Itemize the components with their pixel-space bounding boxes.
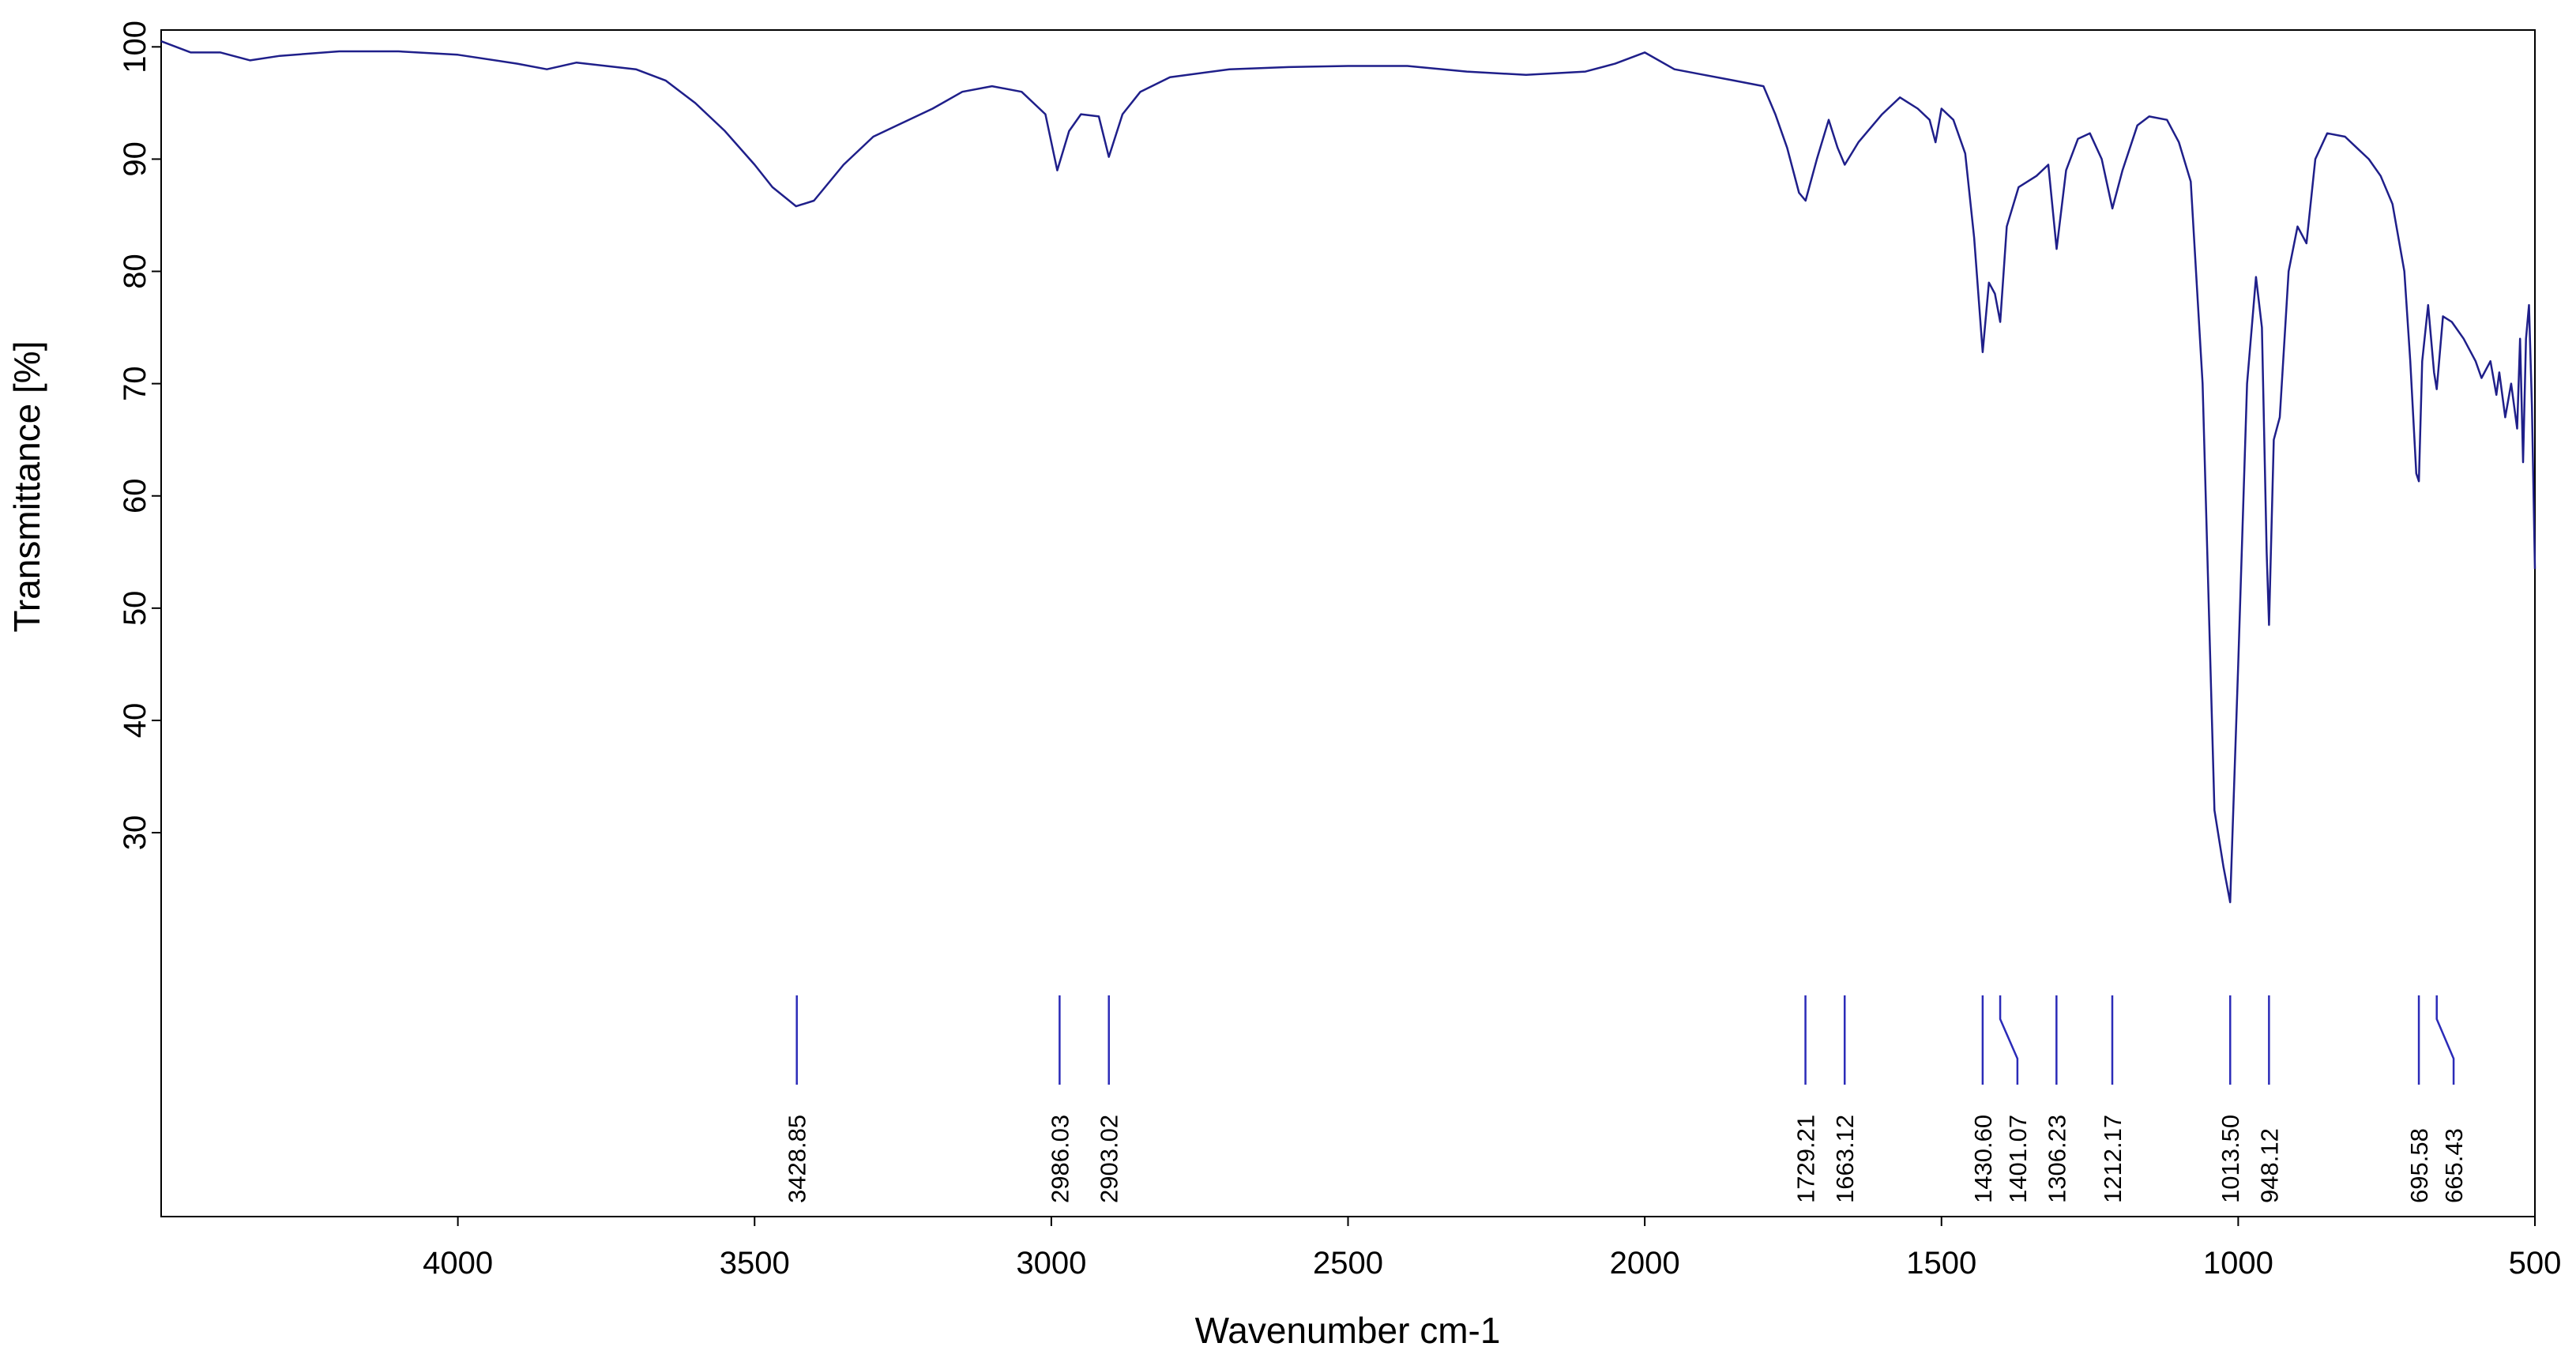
peak-marker: [1999, 995, 2019, 1085]
peak-label: 1430.60: [1969, 1115, 1997, 1203]
plot-frame: [160, 29, 2536, 1217]
y-tick-label: 30: [118, 815, 152, 851]
peak-label: 1401.07: [2004, 1115, 2032, 1203]
peak-label: 1663.12: [1831, 1115, 1859, 1203]
peak-label: 1212.17: [2099, 1115, 2127, 1203]
x-tick-label: 500: [2509, 1246, 2562, 1281]
y-tick-label: 90: [118, 141, 152, 177]
spectrum-line: [160, 40, 2537, 904]
y-tick-label: 100: [118, 21, 152, 73]
x-tick-label: 3500: [720, 1246, 790, 1281]
peak-label: 1013.50: [2217, 1115, 2244, 1203]
x-tick-label: 3000: [1016, 1246, 1086, 1281]
peak-label: 2986.03: [1046, 1115, 1074, 1203]
peak-label: 3428.85: [784, 1115, 811, 1203]
peak-label: 948.12: [2255, 1128, 2283, 1203]
peak-label: 1306.23: [2043, 1115, 2070, 1203]
y-tick-label: 60: [118, 478, 152, 513]
x-tick-label: 2500: [1313, 1246, 1383, 1281]
peak-label: 2903.02: [1096, 1115, 1123, 1203]
peak-label: 695.58: [2405, 1128, 2433, 1203]
y-tick-label: 50: [118, 591, 152, 626]
y-tick-label: 70: [118, 366, 152, 401]
y-axis-title: Transmittance [%]: [6, 341, 47, 633]
y-tick-label: 80: [118, 254, 152, 289]
x-tick-label: 4000: [423, 1246, 493, 1281]
x-axis-title: Wavenumber cm-1: [1195, 1310, 1501, 1351]
y-tick-label: 40: [118, 703, 152, 739]
peak-label: 665.43: [2440, 1128, 2468, 1203]
x-tick-label: 2000: [1610, 1246, 1680, 1281]
peak-marker: [2435, 995, 2455, 1085]
x-tick-label: 1000: [2203, 1246, 2273, 1281]
x-tick-label: 1500: [1906, 1246, 1976, 1281]
peak-label: 1729.21: [1792, 1115, 1820, 1203]
